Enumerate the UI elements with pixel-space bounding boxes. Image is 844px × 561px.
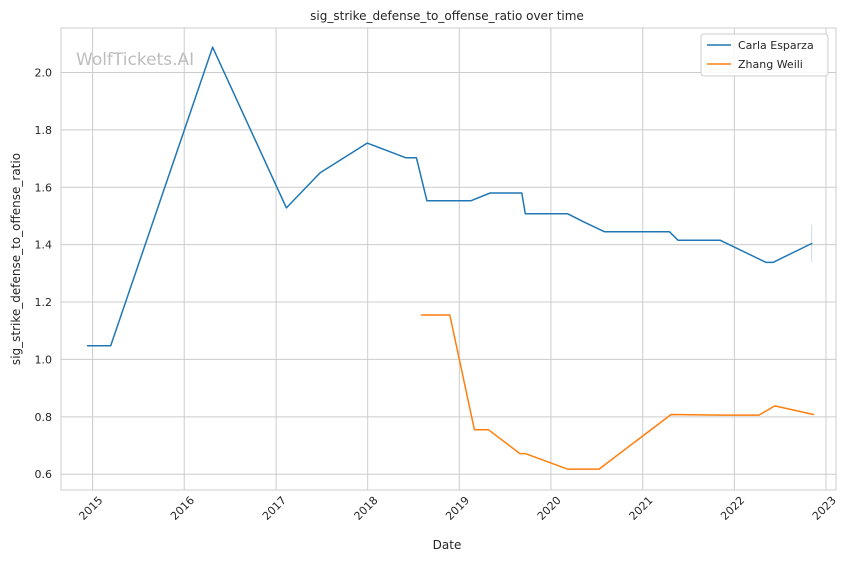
x-tick-label: 2016	[168, 494, 197, 523]
y-tick-label: 0.6	[35, 468, 53, 481]
watermark: WolfTickets.AI	[76, 50, 194, 70]
y-tick-label: 1.4	[35, 239, 53, 252]
x-axis-label: Date	[433, 538, 462, 552]
x-tick-label: 2023	[810, 494, 839, 523]
y-tick-label: 1.2	[35, 296, 53, 309]
y-tick-label: 0.8	[35, 411, 53, 424]
y-tick-label: 2.0	[35, 66, 53, 79]
y-tick-label: 1.6	[35, 181, 53, 194]
plot-area	[61, 28, 836, 490]
legend: Carla Esparza Zhang Weili	[700, 33, 829, 77]
x-tick-label: 2017	[260, 494, 289, 523]
legend-label-carla-esparza: Carla Esparza	[738, 39, 814, 52]
y-axis-label: sig_strike_defense_to_offense_ratio	[9, 153, 23, 365]
series-line-carla-esparza	[86, 46, 813, 347]
x-tick-label: 2020	[535, 494, 564, 523]
legend-box	[700, 33, 829, 77]
grid	[61, 28, 836, 490]
x-tick-label: 2021	[627, 494, 656, 523]
series-line-zhang-weili	[420, 314, 815, 470]
x-tick-label: 2018	[352, 494, 381, 523]
series-layer	[86, 46, 815, 470]
chart-title: sig_strike_defense_to_offense_ratio over…	[310, 9, 584, 23]
y-tick-label: 1.0	[35, 353, 53, 366]
plot-frame	[60, 27, 837, 491]
x-axis-ticks: 2015 2016 2017 2018 2019 2020 2021 2022 2023	[76, 494, 838, 523]
y-tick-label: 1.8	[35, 124, 53, 137]
x-tick-label: 2022	[718, 494, 747, 523]
legend-label-zhang-weili: Zhang Weili	[738, 58, 803, 71]
y-axis-ticks: 0.6 0.8 1.0 1.2 1.4 1.6 1.8 2.0	[35, 66, 53, 481]
x-tick-label: 2015	[76, 494, 105, 523]
x-tick-label: 2019	[443, 494, 472, 523]
